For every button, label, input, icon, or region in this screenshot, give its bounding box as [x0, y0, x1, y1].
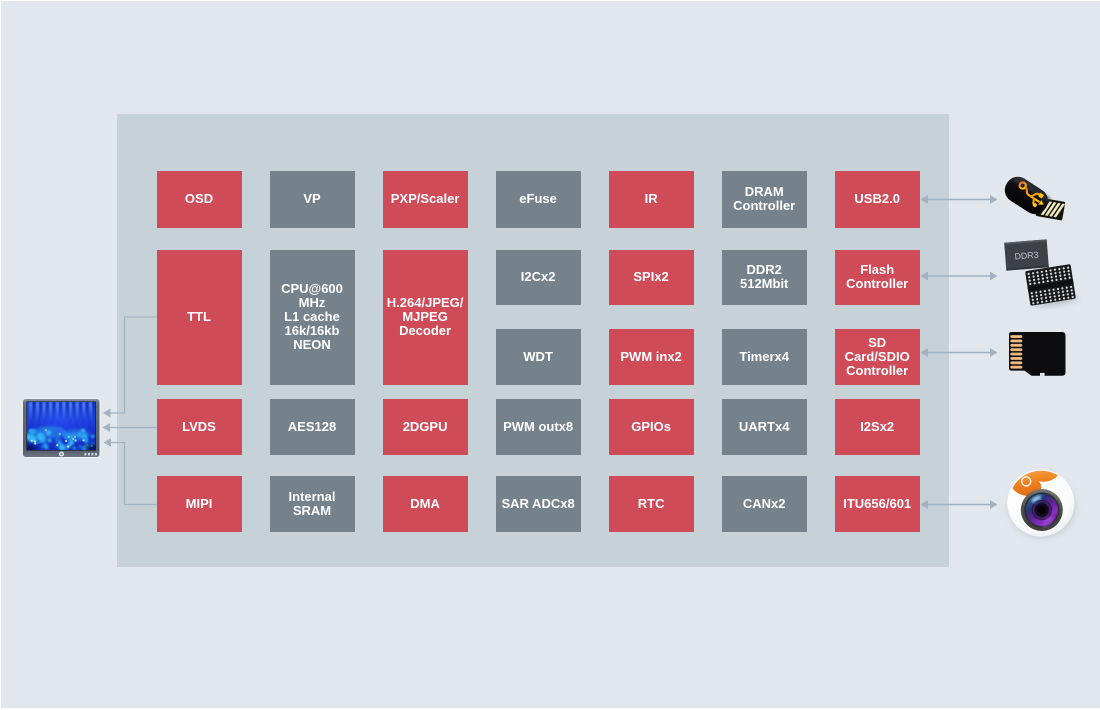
svg-text:DDR3: DDR3	[1014, 250, 1039, 262]
